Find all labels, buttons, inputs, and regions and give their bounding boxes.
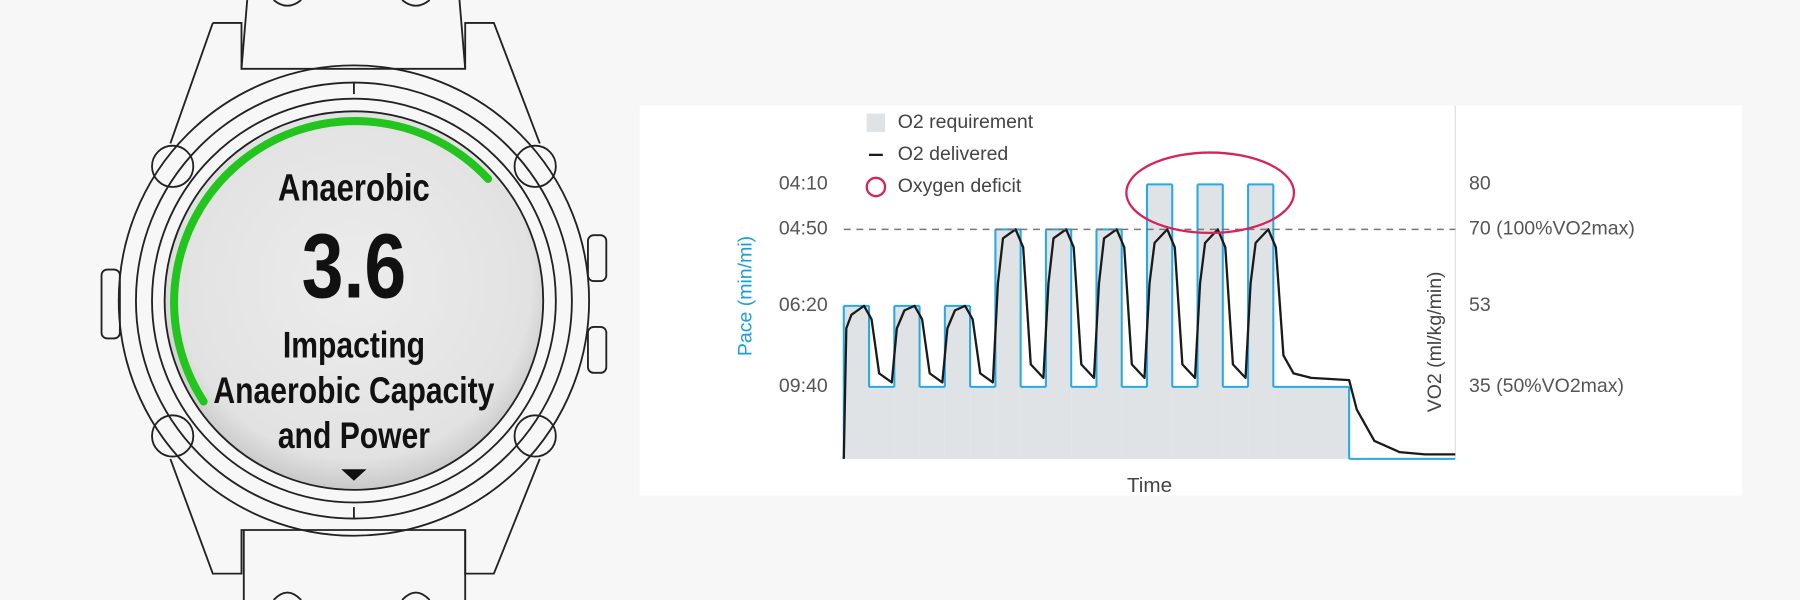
requirement-area — [1071, 386, 1097, 459]
watch-line: Anaerobic Capacity — [213, 371, 494, 411]
strap-bottom — [242, 530, 467, 600]
scroll-arrow — [341, 469, 367, 481]
y-tick-label: 80 — [1469, 173, 1491, 195]
legend-label: O2 requirement — [898, 111, 1034, 133]
requirement-area — [1172, 386, 1198, 459]
legend-label: O2 delivered — [898, 143, 1009, 165]
watch-line: and Power — [278, 416, 430, 456]
legend-label: Oxygen deficit — [898, 175, 1022, 197]
pace-tick-label: 04:50 — [779, 218, 828, 240]
requirement-area — [1222, 386, 1249, 459]
requirement-area — [843, 305, 870, 459]
y-tick-label: 53 — [1469, 294, 1491, 316]
pace-tick-label: 09:40 — [779, 375, 828, 397]
case — [117, 64, 591, 537]
requirement-area — [894, 305, 920, 459]
deficit-ellipse — [1125, 151, 1296, 235]
y-axis-title: Pace (min/mi) — [734, 236, 756, 356]
case-lugs — [169, 22, 541, 575]
watch-text-group: Anaerobic 3.6 Impacting Anaerobic Capaci… — [213, 168, 494, 457]
requirement-area — [919, 386, 945, 459]
requirement-area — [1121, 386, 1147, 459]
bezel-knob — [151, 414, 195, 458]
requirement-area — [1020, 386, 1046, 459]
requirement-area — [944, 305, 971, 459]
y-tick-label: 70 (100%VO2max) — [1469, 218, 1635, 240]
button — [100, 268, 121, 340]
requirement-area — [869, 386, 895, 459]
requirement-area — [1273, 386, 1350, 459]
bezel-knob — [513, 144, 557, 188]
watch-value: 3.6 — [302, 214, 407, 317]
chart: 80 70 (100%VO2max) 53 35 (50%VO2max) 04:10 04… — [734, 105, 1635, 497]
pace-tick-label: 06:20 — [779, 294, 828, 316]
requirement-area — [1197, 184, 1223, 459]
legend-swatch — [865, 176, 887, 198]
x-axis-title: Time — [1127, 474, 1172, 497]
button — [587, 234, 608, 282]
pace-tick-label: 04:10 — [779, 173, 828, 195]
y-tick-label: 35 (50%VO2max) — [1469, 375, 1624, 397]
legend-swatch — [866, 113, 886, 132]
y2-axis-title: VO2 (ml/kg/min) — [1424, 271, 1446, 412]
bezel-knob — [513, 414, 557, 458]
delivered-line — [842, 228, 1456, 459]
button — [587, 326, 608, 374]
bezel-knob — [151, 144, 195, 188]
watch-title: Anaerobic — [278, 168, 430, 210]
watch-line: Impacting — [283, 326, 425, 366]
display — [163, 110, 545, 491]
progress-arc — [170, 117, 493, 406]
strap-top — [240, 0, 467, 69]
bezel-inner — [151, 97, 557, 504]
watch-illustration: Anaerobic 3.6 Impacting Anaerobic Capaci… — [100, 0, 608, 600]
requirement-area — [970, 386, 996, 459]
